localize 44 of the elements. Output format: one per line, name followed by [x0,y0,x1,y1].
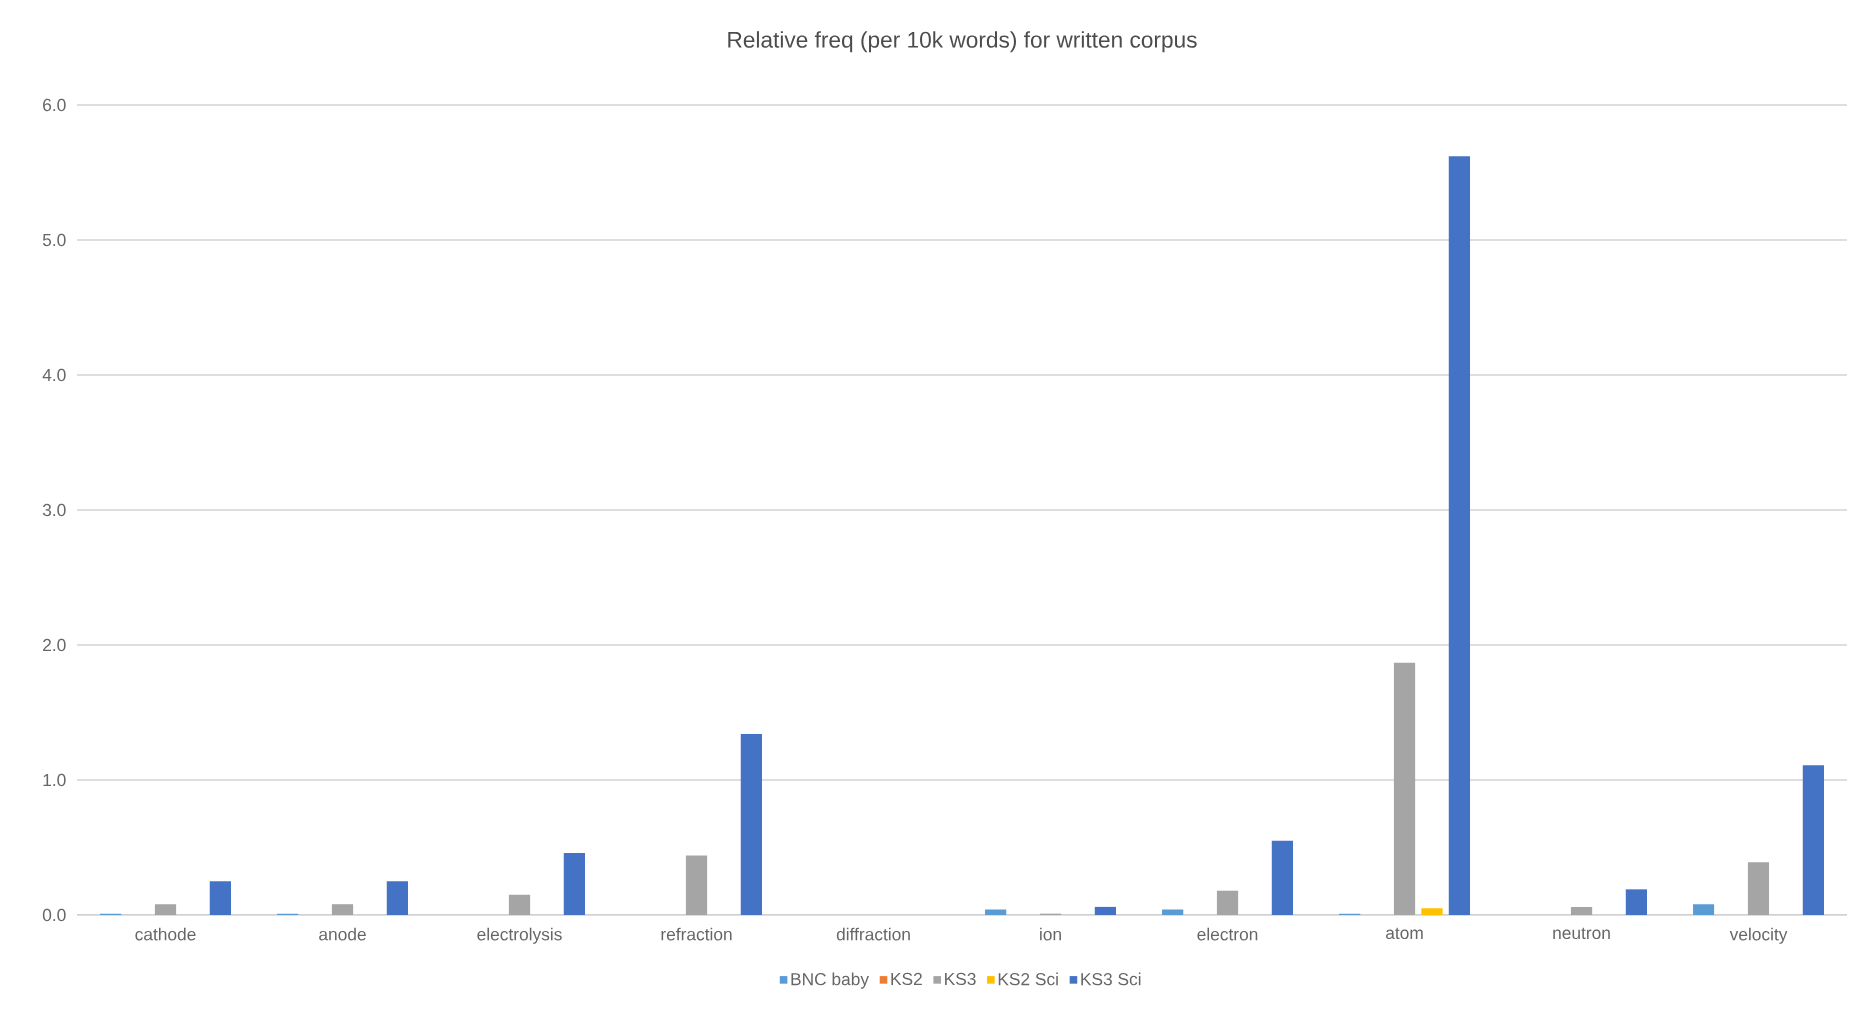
bar [685,855,708,915]
x-tick-label: refraction [661,927,732,941]
bar [386,881,408,915]
bar [563,852,586,915]
x-tick-label: velocity [1729,927,1788,944]
y-tick-label: 0.0 [42,908,66,922]
bar [331,904,354,915]
bar [1393,662,1416,915]
bar [1802,765,1825,915]
y-tick-label: 2.0 [43,638,66,652]
x-tick-label: cathode [135,927,196,941]
x-tick-label: atom [1385,927,1423,940]
legend-label: BNC baby [791,972,869,989]
bar [1625,889,1648,915]
y-tick-label: 5.0 [42,233,66,247]
x-tick-label: ion [1040,927,1061,941]
y-tick-label: 4.0 [42,368,66,382]
bar [1747,862,1770,915]
y-tick-label: 6.0 [43,98,66,112]
y-tick-label: 1.0 [43,773,66,787]
bar [1162,909,1184,915]
x-tick-label: neutron [1553,927,1610,940]
bar [209,881,231,915]
x-tick-label: anode [319,927,366,941]
bar [508,894,531,915]
x-tick-label: electrolysis [477,927,562,944]
x-tick-label: diffraction [836,927,910,941]
chart-title: Relative freq (per 10k words) for written corpus [728,31,1197,53]
bar [985,909,1007,915]
bar [1421,908,1443,915]
legend-label: KS2 [891,972,922,986]
bar [154,904,177,915]
bar [1448,156,1471,915]
bar [1094,906,1117,915]
bar [1271,840,1294,915]
bar [1570,906,1593,915]
bar [1693,904,1715,915]
legend-label: KS3 [945,972,976,986]
legend-label: KS2 Sci [998,972,1058,986]
legend-label: KS3 Sci [1081,972,1141,986]
x-tick-label: electron [1197,927,1258,941]
y-tick-label: 3.0 [42,503,66,517]
bar [740,734,763,915]
bar [1216,890,1239,915]
